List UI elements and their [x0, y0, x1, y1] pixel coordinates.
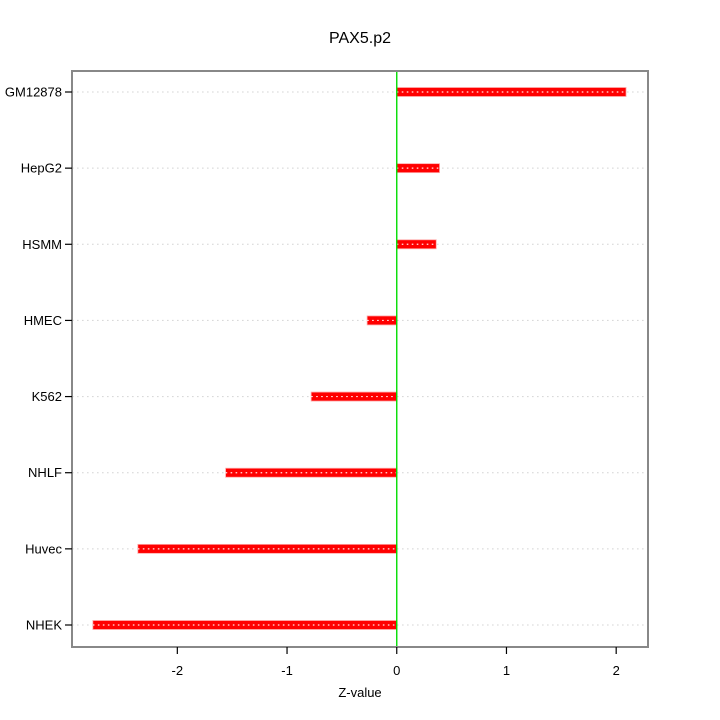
bar: [396, 87, 627, 97]
y-tick-label: GM12878: [5, 85, 62, 100]
x-tick-label: 2: [613, 663, 620, 678]
chart-generated-layer: GM12878 HepG2 HSMM HMEC K562 NHLF Huvec NHEK -2 -…: [5, 70, 649, 678]
y-tick-label: HepG2: [21, 161, 62, 176]
y-tick-label: HSMM: [22, 237, 62, 252]
y-tick-label: NHEK: [26, 618, 62, 633]
chart-title: PAX5.p2: [329, 30, 391, 47]
x-axis-label: Z-value: [338, 685, 381, 700]
plot-border: [71, 70, 649, 648]
y-tick-label: Huvec: [25, 541, 62, 556]
y-tick-label: HMEC: [24, 313, 62, 328]
x-tick-label: -1: [281, 663, 293, 678]
x-tick-label: 1: [503, 663, 510, 678]
y-tick-label: K562: [32, 389, 62, 404]
y-tick-label: NHLF: [28, 465, 62, 480]
bar: [310, 391, 398, 402]
x-tick-label: -2: [172, 663, 184, 678]
x-tick-label: 0: [393, 663, 400, 678]
